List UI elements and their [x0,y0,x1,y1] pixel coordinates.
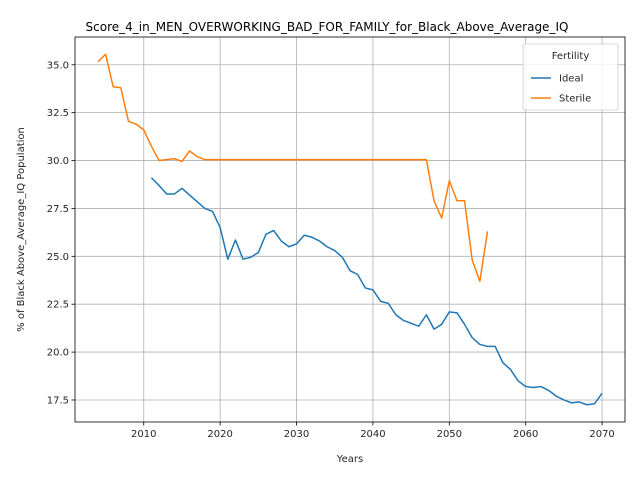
y-tick-label: 32.5 [47,108,69,119]
y-tick-label: 22.5 [47,300,69,311]
x-axis-label: Years [336,454,363,465]
y-tick-label: 17.5 [47,395,69,406]
x-tick-label: 2040 [360,429,385,440]
legend: Fertility Ideal Sterile [523,44,618,110]
chart-title: Score_4_in_MEN_OVERWORKING_BAD_FOR_FAMIL… [86,20,569,34]
x-tick-label: 2070 [589,429,614,440]
x-tick-label: 2030 [284,429,309,440]
y-tick-label: 25.0 [47,252,69,263]
y-tick-label: 27.5 [47,204,69,215]
x-tick-label: 2050 [437,429,462,440]
x-tick-label: 2010 [131,429,156,440]
legend-title: Fertility [552,51,590,62]
y-tick-label: 35.0 [47,60,69,71]
x-tick-label: 2020 [207,429,232,440]
y-tick-label: 30.0 [47,156,69,167]
legend-label-sterile: Sterile [559,94,591,105]
y-axis-label: % of Black Above_Average_IQ Population [16,127,27,332]
legend-label-ideal: Ideal [559,74,583,85]
y-tick-label: 20.0 [47,348,69,359]
x-tick-label: 2060 [513,429,538,440]
